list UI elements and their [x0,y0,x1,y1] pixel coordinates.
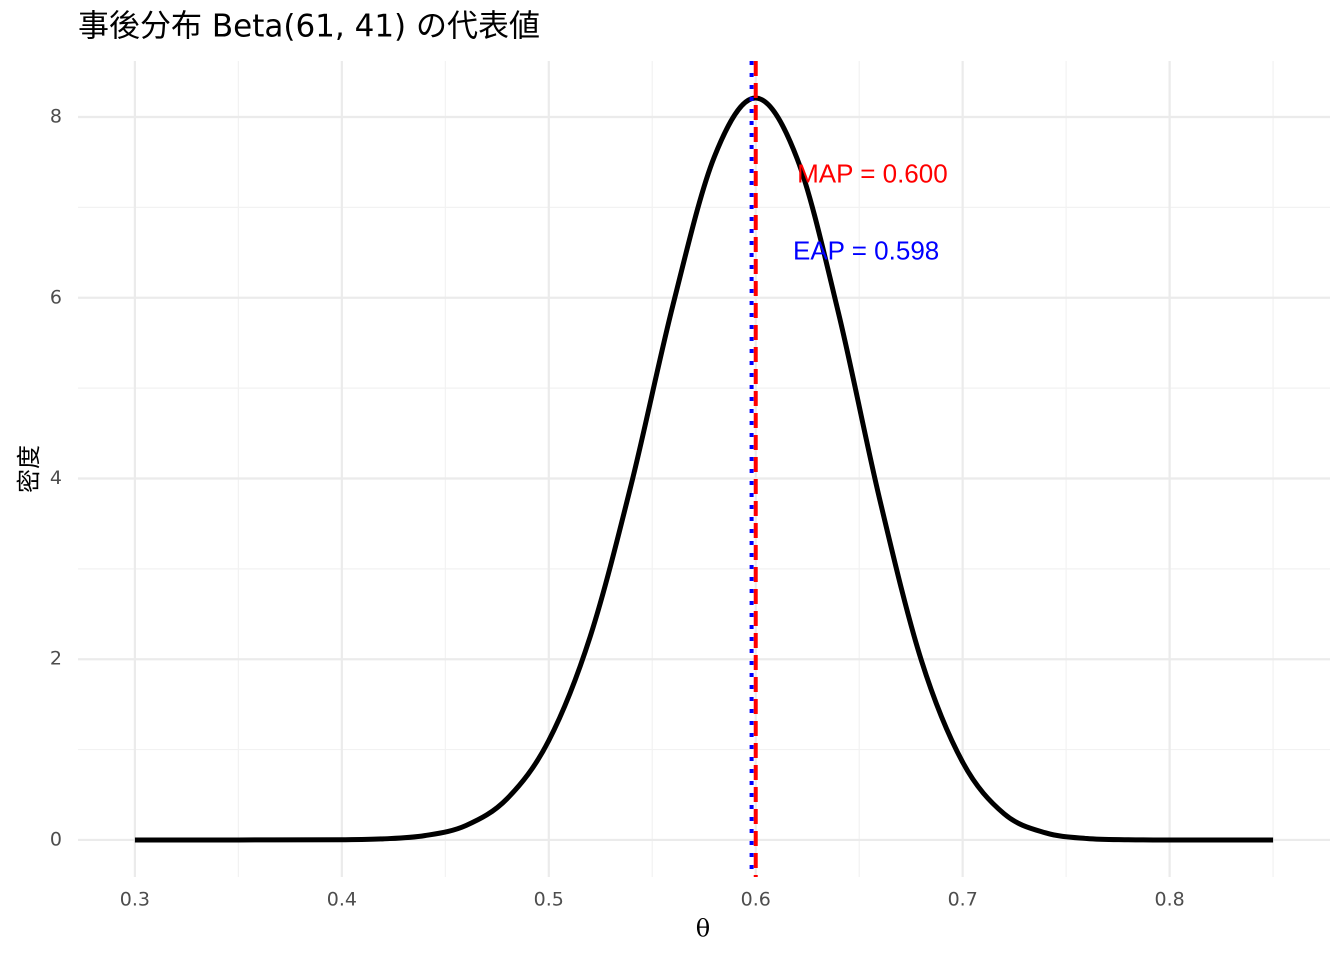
chart-title: 事後分布 Beta(61, 41) の代表値 [78,9,540,45]
x-tick-label: 0.3 [120,889,150,911]
y-tick-label: 2 [50,648,62,670]
density-line [134,95,1274,843]
x-tick-label: 0.5 [534,889,564,911]
x-tick-label: 0.4 [327,889,357,911]
y-tick-label: 6 [50,286,62,308]
x-tick-label: 0.8 [1155,889,1185,911]
y-tick-label: 8 [50,106,62,128]
annotation: MAP = 0.600 [797,159,948,189]
x-axis-label: θ [696,915,710,943]
y-tick-label: 0 [50,828,62,850]
x-tick-label: 0.7 [948,889,978,911]
y-tick-label: 4 [50,467,62,489]
annotation: EAP = 0.598 [793,235,939,265]
x-tick-label: 0.6 [741,889,771,911]
y-axis-label: 密度 [15,445,43,493]
